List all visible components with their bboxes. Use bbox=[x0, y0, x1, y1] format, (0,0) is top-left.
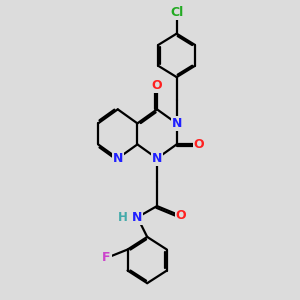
Text: F: F bbox=[102, 251, 111, 264]
Text: N: N bbox=[171, 117, 182, 130]
Text: O: O bbox=[194, 138, 204, 151]
Text: O: O bbox=[152, 79, 162, 92]
Text: Cl: Cl bbox=[170, 6, 183, 19]
Text: O: O bbox=[176, 209, 186, 222]
Text: N: N bbox=[132, 211, 142, 224]
Text: N: N bbox=[152, 152, 162, 165]
Text: N: N bbox=[112, 152, 123, 165]
Text: H: H bbox=[118, 211, 128, 224]
